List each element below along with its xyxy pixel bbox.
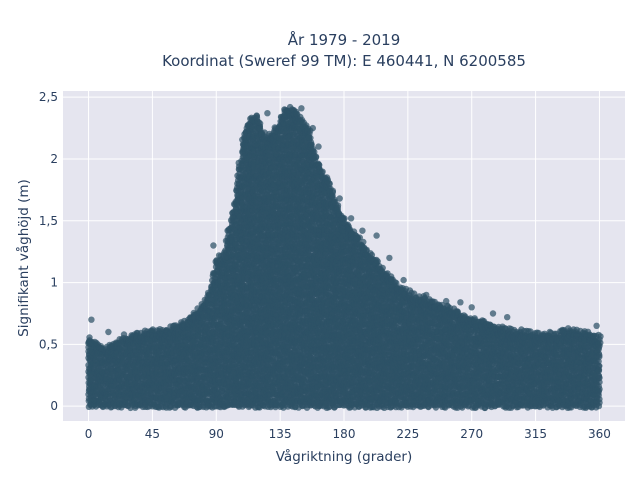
chart-title-line-1: År 1979 - 2019 <box>288 30 401 49</box>
chart-title-line-2: Koordinat (Sweref 99 TM): E 460441, N 62… <box>162 52 526 70</box>
data-points <box>85 103 604 412</box>
